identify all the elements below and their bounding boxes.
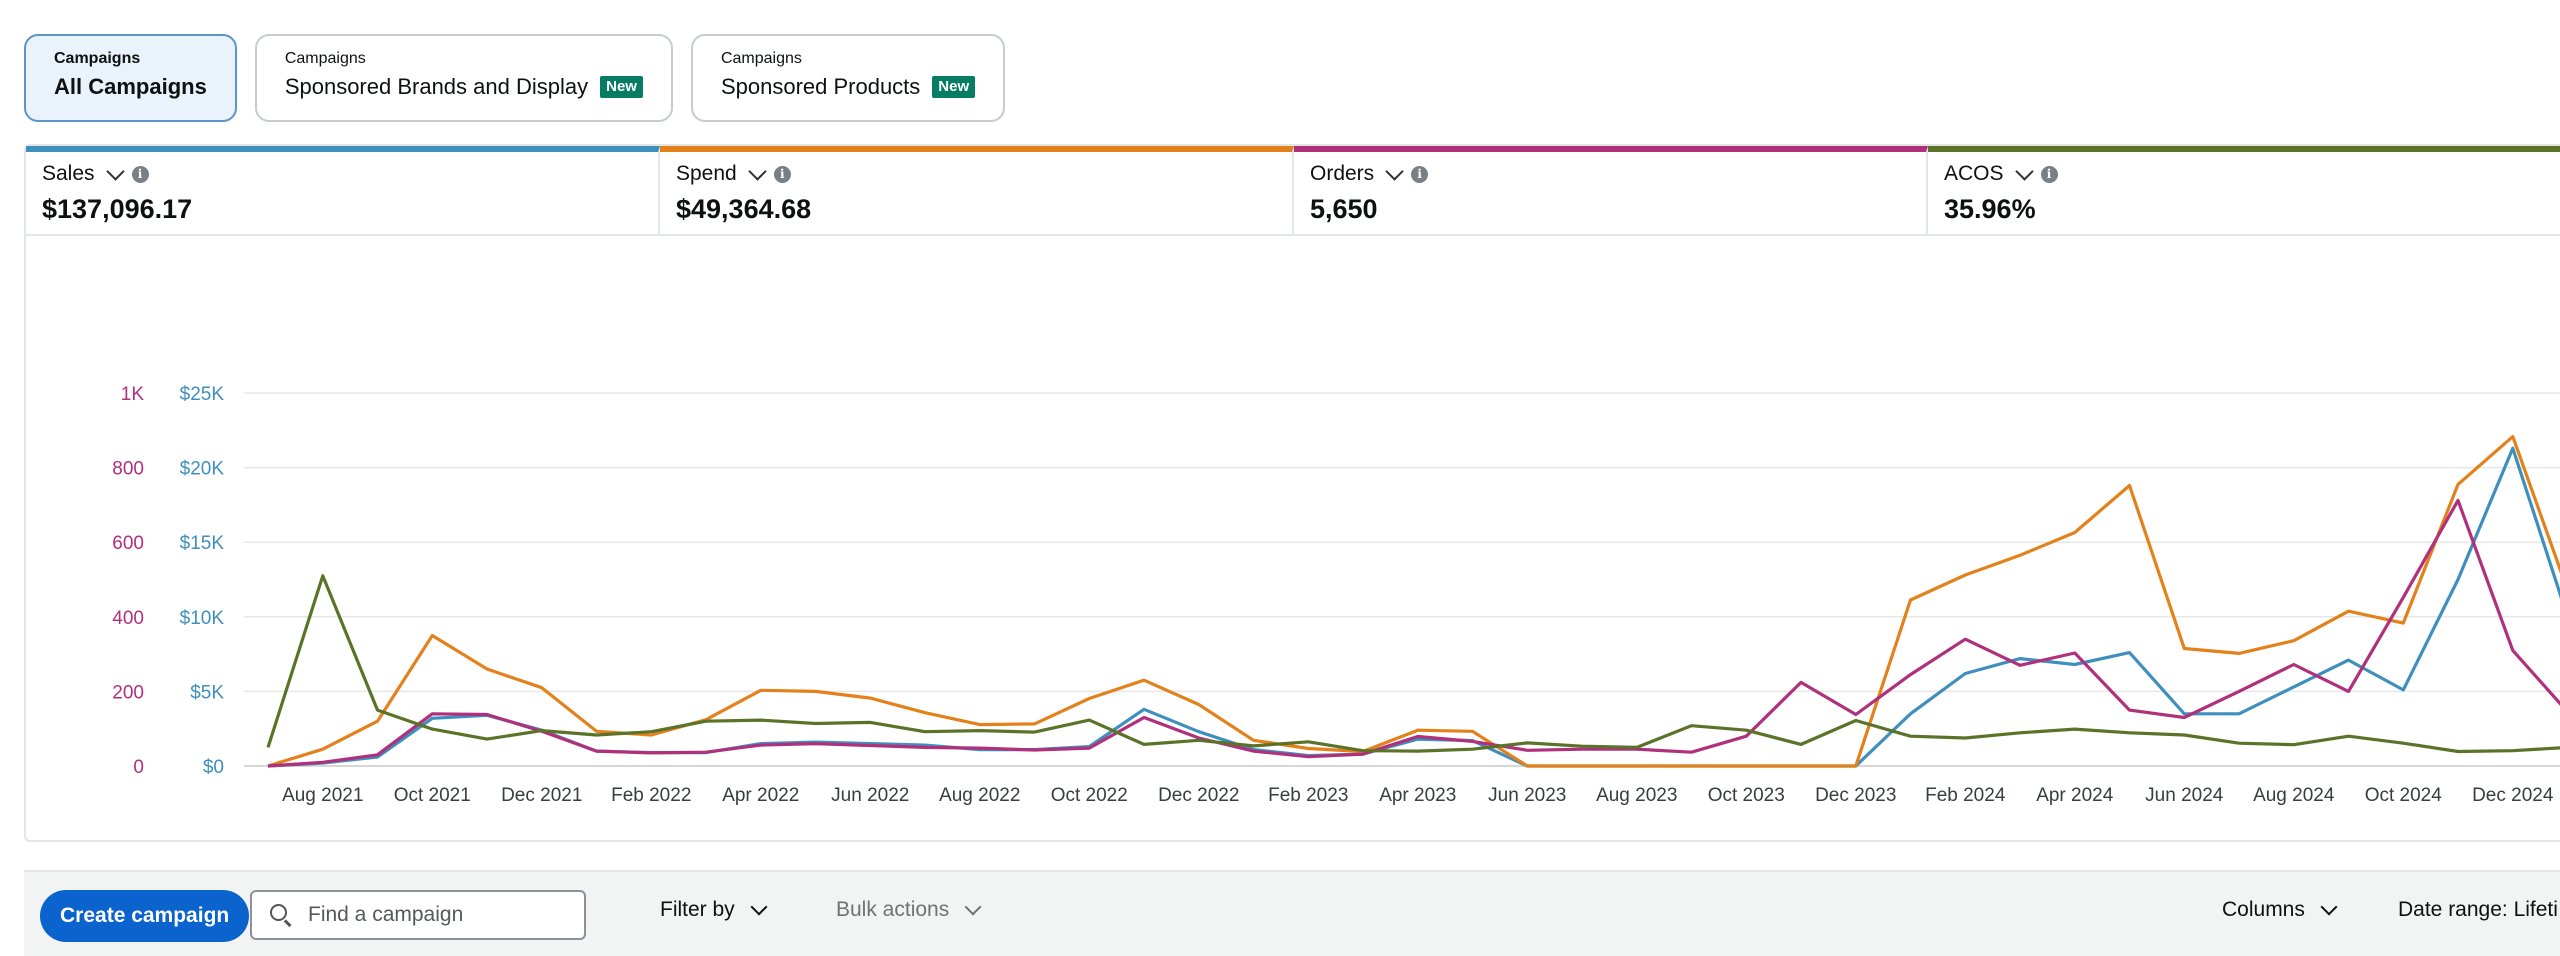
tab-sponsored-brands-display[interactable]: Campaigns Sponsored Brands and Display Ne… (254, 34, 673, 122)
y-axis-tick-label: $20K (180, 459, 225, 480)
metric-value: $137,096.17 (42, 194, 193, 224)
y-axis-tick-label: $5K (190, 682, 224, 703)
metric-value: $49,364.68 (676, 194, 812, 224)
chevron-down-icon (748, 161, 767, 181)
y-axis-tick-label: $10K (180, 608, 225, 629)
y-axis-tick-label: $25K (180, 384, 225, 405)
metric-selector[interactable]: Orders i (1310, 161, 1926, 186)
x-axis-tick-label: Dec 2022 (1158, 785, 1239, 806)
tab-category: Campaigns (54, 50, 141, 67)
x-axis-tick-label: Oct 2022 (1051, 785, 1128, 806)
bulk-actions-label: Bulk actions (836, 898, 950, 921)
tab-label: Sponsored Products (720, 74, 921, 99)
x-axis-tick-label: Feb 2023 (1268, 785, 1348, 806)
x-axis-tick-label: Oct 2024 (2365, 785, 2443, 806)
metric-label: Spend (676, 162, 737, 185)
campaign-toolbar: Create campaign Filter by Bulk actions C… (24, 870, 2560, 956)
tab-category: Campaigns (284, 50, 366, 67)
x-axis-tick-label: Apr 2023 (1379, 785, 1456, 806)
info-icon[interactable]: i (2040, 165, 2058, 183)
series-line-spend (267, 435, 2560, 768)
x-axis-tick-label: Aug 2021 (282, 785, 363, 806)
series-line-orders (267, 498, 2560, 768)
y-axis-tick-label: 800 (112, 459, 144, 480)
metric-value: 5,650 (1310, 194, 1378, 224)
metric-selector[interactable]: Spend i (676, 161, 1292, 186)
metric-value: 35.96% (1944, 194, 2036, 224)
chevron-down-icon (964, 898, 982, 916)
x-axis-tick-label: Aug 2024 (2253, 785, 2335, 806)
x-axis-tick-label: Apr 2024 (2036, 785, 2114, 806)
metric-orders[interactable]: Orders i 5,650 (1294, 146, 1928, 234)
performance-chart-panel: Sales i $137,096.17 Spend i $49,364.68 O… (24, 144, 2560, 842)
y-axis-tick-label: $15K (180, 533, 225, 554)
tab-all-campaigns[interactable]: Campaigns All Campaigns (24, 34, 237, 122)
date-range-label: Date range: Lifeti (2398, 898, 2558, 921)
x-axis-tick-label: Dec 2021 (501, 785, 582, 806)
new-badge: New (932, 76, 976, 98)
search-input[interactable] (306, 902, 570, 928)
metric-selector[interactable]: Sales i (42, 161, 658, 186)
info-icon[interactable]: i (131, 165, 149, 183)
x-axis-tick-label: Dec 2023 (1815, 785, 1896, 806)
x-axis-tick-label: Jun 2024 (2145, 785, 2224, 806)
chevron-down-icon (1385, 161, 1404, 181)
chevron-down-icon (2014, 161, 2034, 181)
metric-label: ACOS (1944, 162, 2004, 185)
performance-line-chart: 0 $0 200 $5K 400 $10K 600 $15K 800 $20K 1K $25K Aug … (112, 384, 2560, 806)
x-axis-tick-label: Jun 2022 (831, 785, 909, 806)
series-line-acos (266, 574, 2560, 754)
tab-sponsored-products[interactable]: Campaigns Sponsored Products New (690, 34, 1006, 122)
x-axis-tick-label: Oct 2021 (394, 785, 471, 806)
info-icon[interactable]: i (773, 165, 791, 183)
chevron-down-icon (105, 161, 125, 181)
info-icon[interactable]: i (1411, 165, 1429, 183)
x-axis-tick-label: Aug 2023 (1596, 785, 1677, 806)
x-axis-tick-label: Aug 2022 (939, 785, 1020, 806)
x-axis-tick-label: Feb 2024 (1925, 785, 2006, 806)
tab-label: All Campaigns (54, 74, 207, 99)
x-axis-tick-label: Oct 2023 (1708, 785, 1785, 806)
tab-category: Campaigns (720, 50, 802, 67)
campaign-type-tabs: Campaigns All Campaigns Campaigns Sponso… (24, 34, 1006, 122)
x-axis-tick-label: Dec 2024 (2472, 785, 2554, 806)
x-axis-tick-label: Jun 2023 (1488, 785, 1566, 806)
y-axis-tick-label: 200 (112, 682, 144, 703)
series-line-sales (267, 446, 2560, 768)
tab-label: Sponsored Brands and Display (284, 74, 589, 99)
filter-by-label: Filter by (660, 898, 735, 921)
search-icon (268, 902, 294, 928)
x-axis-tick-label: Apr 2022 (722, 785, 799, 806)
y-axis-tick-label: $0 (203, 757, 224, 778)
y-axis-tick-label: 400 (112, 608, 144, 629)
metric-acos[interactable]: ACOS i 35.96% (1928, 146, 2560, 234)
date-range-dropdown[interactable]: Date range: Lifeti (2398, 898, 2558, 922)
bulk-actions-dropdown[interactable]: Bulk actions (836, 898, 982, 922)
create-campaign-button[interactable]: Create campaign (40, 890, 250, 942)
new-badge: New (600, 76, 643, 98)
metric-cards: Sales i $137,096.17 Spend i $49,364.68 O… (26, 146, 2560, 236)
metric-label: Orders (1310, 162, 1375, 185)
metric-label: Sales (42, 162, 95, 185)
metric-sales[interactable]: Sales i $137,096.17 (26, 146, 660, 234)
chevron-down-icon (2320, 898, 2338, 916)
metric-spend[interactable]: Spend i $49,364.68 (660, 146, 1294, 234)
filter-by-dropdown[interactable]: Filter by (660, 898, 768, 922)
x-axis-tick-label: Feb 2022 (611, 785, 691, 806)
y-axis-tick-label: 0 (133, 757, 144, 778)
columns-label: Columns (2222, 898, 2305, 921)
y-axis-tick-label: 1K (121, 384, 145, 405)
campaign-search[interactable] (250, 890, 586, 940)
y-axis-tick-label: 600 (112, 533, 144, 554)
chevron-down-icon (750, 898, 768, 916)
metric-selector[interactable]: ACOS i (1944, 161, 2560, 186)
columns-dropdown[interactable]: Columns (2222, 898, 2338, 922)
